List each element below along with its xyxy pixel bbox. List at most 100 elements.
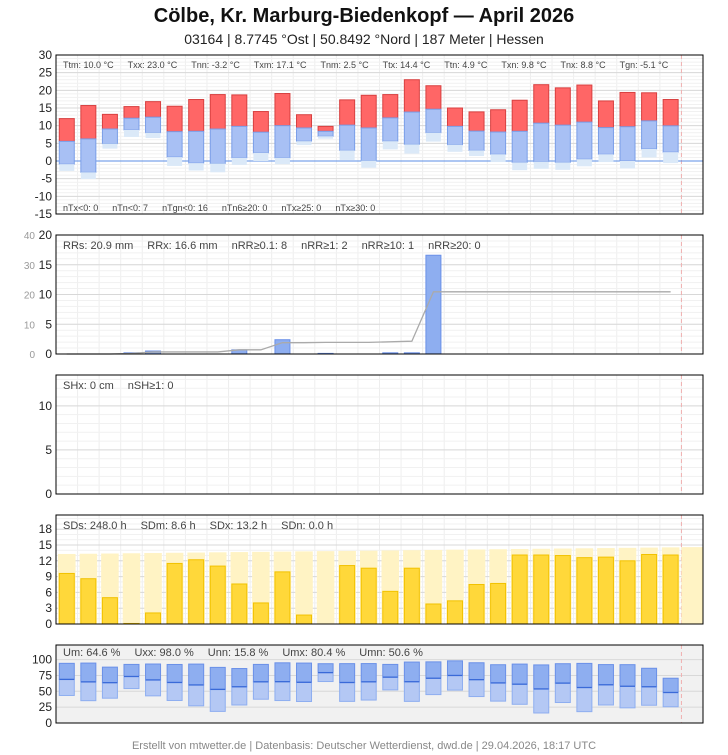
tground-bar	[641, 148, 657, 158]
tmax-bar	[296, 114, 313, 129]
tmax-bar	[554, 87, 571, 126]
tmin-bar	[58, 140, 75, 165]
humidity-upper-bar	[296, 662, 313, 683]
y-tick-label: 20	[39, 83, 53, 97]
sun-bar	[58, 572, 75, 625]
stat-text: Um: 64.6 %	[63, 647, 121, 659]
tmin-bar	[511, 130, 528, 163]
humidity-lower-bar	[317, 672, 334, 683]
stat-text: nSH≥1: 0	[128, 380, 174, 392]
y-tick-label: 75	[39, 668, 53, 682]
y-tick-label: 6	[45, 585, 52, 599]
y-tick-label: 0	[45, 487, 52, 501]
humidity-upper-bar	[123, 663, 140, 677]
stat-text: Txm: 17.1 °C	[254, 60, 307, 70]
tmax-bar	[231, 94, 248, 127]
panel-border	[55, 514, 704, 625]
humidity-lower-bar	[446, 674, 463, 691]
tground-bar	[404, 144, 420, 154]
humidity-upper-bar	[597, 664, 614, 686]
humidity-lower-bar	[662, 691, 679, 708]
tmin-bar	[425, 108, 442, 134]
humidity-lower-bar	[403, 681, 420, 702]
y-tick-label: 20	[39, 228, 53, 242]
tmax-bar	[209, 94, 226, 130]
tmin-bar	[317, 130, 334, 137]
sun-bar	[101, 597, 118, 625]
humidity-upper-bar	[188, 663, 205, 686]
sun-possible-bar	[144, 553, 162, 624]
tground-bar	[318, 136, 334, 139]
tmax-bar	[403, 79, 420, 113]
y2-tick-label: 0	[29, 350, 35, 361]
tmin-bar	[252, 131, 269, 154]
sun-possible-bar	[122, 553, 141, 624]
sun-bar	[597, 556, 614, 625]
panel-border	[55, 54, 704, 215]
humidity-upper-bar	[662, 677, 679, 693]
sun-bar	[274, 571, 291, 625]
tground-bar	[425, 132, 441, 142]
sun-bar	[339, 565, 356, 625]
y-tick-label: 5	[45, 443, 52, 457]
humidity-upper-bar	[166, 663, 183, 683]
stat-text: Tnx: 8.8 °C	[561, 60, 607, 70]
humidity-upper-bar	[101, 666, 118, 684]
tmin-bar	[209, 128, 226, 164]
tmax-bar	[468, 111, 485, 132]
humidity-upper-bar	[58, 662, 75, 680]
stat-text: Tgn: -5.1 °C	[620, 60, 669, 70]
sun-bar	[166, 562, 183, 625]
humidity-upper-bar	[231, 668, 248, 688]
tmin-bar	[360, 127, 377, 162]
humidity-lower-bar	[619, 685, 636, 709]
tmax-bar	[490, 109, 507, 133]
y2-tick-label: 40	[24, 231, 36, 242]
tground-bar	[59, 164, 75, 171]
footer-credits: Erstellt von mtwetter.de | Datenbasis: D…	[131, 740, 597, 752]
humidity-lower-bar	[145, 679, 162, 697]
humidity-lower-bar	[188, 684, 205, 707]
tmax-bar	[188, 99, 205, 132]
humidity-upper-bar	[317, 663, 334, 674]
tground-bar	[188, 163, 204, 171]
stat-text: nTn6≥20: 0	[222, 203, 267, 213]
sun-bar	[145, 612, 162, 625]
stat-text: Tnm: 2.5 °C	[321, 60, 370, 70]
panel-sunshine: 0 3 69 12 15 18 SDs: 248.0 h SDm: 8.6 h SDx: 13.…	[39, 514, 704, 631]
page-title: Cölbe, Kr. Marburg-Biedenkopf — April 20…	[153, 5, 575, 27]
y-tick-label: 25	[39, 700, 53, 714]
tground-bar	[555, 162, 571, 170]
humidity-lower-bar	[231, 686, 248, 706]
y-tick-label: 10	[39, 119, 53, 133]
humidity-lower-bar	[597, 684, 614, 706]
tmax-bar	[317, 125, 334, 132]
tmin-bar	[80, 138, 97, 173]
y-tick-label: -5	[41, 172, 52, 186]
humidity-lower-bar	[274, 681, 291, 702]
humidity-lower-bar	[296, 681, 313, 703]
tmax-bar	[339, 99, 356, 126]
sun-bar	[296, 614, 313, 625]
panel-border	[55, 234, 704, 355]
tmin-bar	[468, 130, 485, 151]
humidity-lower-bar	[425, 677, 442, 696]
tmax-bar	[58, 118, 75, 142]
tground-bar	[620, 161, 636, 169]
stat-text: Txx: 23.0 °C	[128, 60, 178, 70]
stat-text: Tnn: -3.2 °C	[191, 60, 240, 70]
humidity-upper-bar	[490, 664, 507, 684]
tmin-bar	[339, 124, 356, 151]
tground-bar	[512, 162, 528, 171]
humidity-upper-bar	[619, 664, 636, 687]
tmin-bar	[188, 130, 205, 164]
sun-bar	[425, 603, 442, 625]
tmax-bar	[641, 92, 658, 122]
tmin-bar	[641, 120, 658, 150]
y2-tick-label: 30	[24, 261, 36, 272]
stat-text: Uxx: 98.0 %	[134, 647, 194, 659]
tground-bar	[469, 150, 485, 157]
humidity-upper-bar	[252, 663, 269, 683]
humidity-upper-bar	[145, 663, 162, 681]
